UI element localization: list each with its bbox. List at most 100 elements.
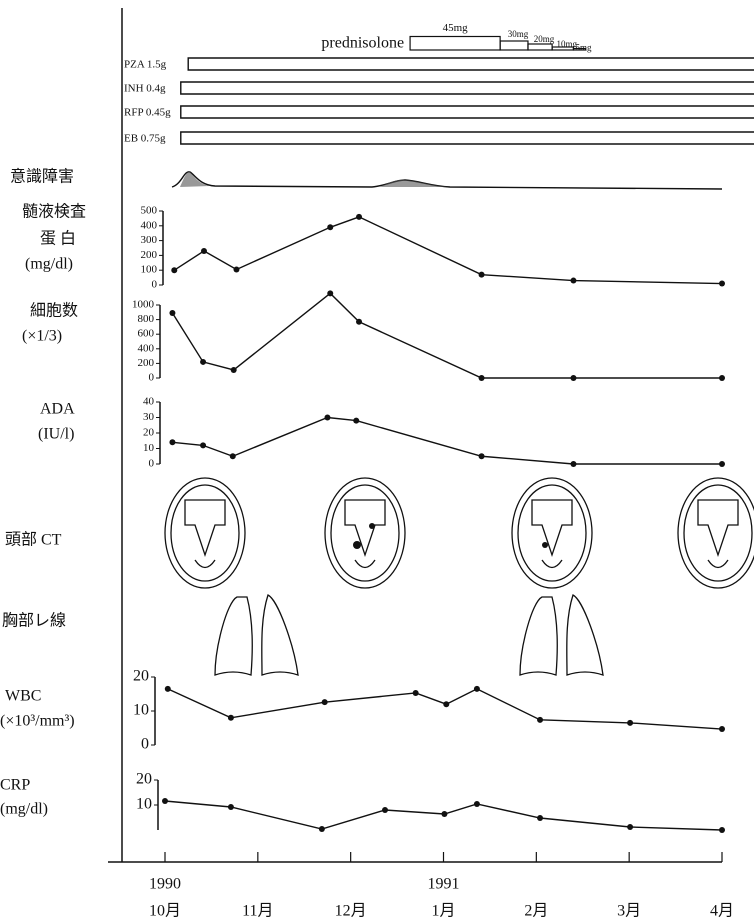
x-tick-label: 12月: [335, 903, 367, 920]
y-tick-label: 200: [141, 249, 158, 261]
drug-label: EB 0.75g: [124, 133, 166, 145]
y-tick-label: 800: [138, 313, 155, 325]
y-tick-label: 400: [141, 219, 158, 231]
dose-label: 20mg: [534, 34, 555, 44]
data-point: [479, 453, 485, 459]
head-ct-icon: [678, 478, 754, 588]
drug-label: INH 0.4g: [124, 83, 166, 95]
data-point: [327, 290, 333, 296]
chest-xray-icon: [520, 595, 603, 675]
row-label: (×1/3): [22, 328, 62, 345]
data-point: [537, 717, 543, 723]
data-point: [162, 798, 168, 804]
row-label: CRP: [0, 777, 30, 794]
head-ct-icon: [325, 478, 405, 588]
x-tick-label: 10月: [149, 903, 181, 920]
drug-label: RFP 0.45g: [124, 107, 171, 119]
data-point: [228, 804, 234, 810]
drug-bar: [188, 58, 754, 70]
row-label: (mg/dl): [25, 256, 73, 273]
row-label: 細胞数: [30, 302, 78, 320]
data-line: [172, 293, 722, 378]
y-tick-label: 20: [133, 668, 149, 685]
data-point: [441, 811, 447, 817]
data-point: [201, 248, 207, 254]
y-tick-label: 10: [136, 796, 152, 813]
y-tick-label: 10: [133, 702, 149, 719]
y-tick-label: 0: [149, 372, 155, 384]
data-point: [382, 807, 388, 813]
row-label: (×10³/mm³): [0, 713, 75, 730]
y-tick-label: 0: [149, 458, 155, 470]
data-point: [230, 453, 236, 459]
data-point: [228, 715, 234, 721]
dose-step: [500, 41, 528, 50]
data-point: [356, 214, 362, 220]
drug-label: prednisolone: [321, 35, 404, 52]
data-point: [474, 686, 480, 692]
drug-bar: [181, 132, 754, 144]
data-point: [413, 690, 419, 696]
y-tick-label: 0: [152, 279, 158, 291]
data-point: [165, 686, 171, 692]
y-tick-label: 20: [136, 771, 152, 788]
row-label: 頭部 CT: [5, 531, 62, 549]
data-point: [719, 827, 725, 833]
data-point: [319, 826, 325, 832]
x-tick-label: 3月: [617, 903, 641, 920]
row-label: WBC: [5, 688, 41, 705]
y-tick-label: 500: [141, 205, 158, 217]
data-point: [627, 824, 633, 830]
y-tick-label: 20: [143, 427, 155, 439]
data-point: [169, 310, 175, 316]
data-point: [719, 281, 725, 287]
data-point: [200, 359, 206, 365]
data-point: [479, 272, 485, 278]
dose-label: 10mg: [557, 39, 578, 49]
year-label: 1991: [428, 876, 460, 893]
drug-label: PZA 1.5g: [124, 59, 167, 71]
dose-step: [528, 44, 552, 50]
data-point: [719, 726, 725, 732]
y-tick-label: 300: [141, 234, 158, 246]
data-point: [171, 267, 177, 273]
data-point: [443, 701, 449, 707]
dose-label: 30mg: [508, 29, 529, 39]
data-point: [537, 815, 543, 821]
dose-label: 5mg: [575, 43, 592, 53]
dose-step: [410, 37, 500, 51]
y-tick-label: 10: [143, 442, 155, 454]
y-tick-label: 200: [138, 357, 155, 369]
row-label: 髄液検査: [22, 203, 86, 221]
data-point: [353, 418, 359, 424]
data-point: [327, 224, 333, 230]
data-point: [356, 319, 362, 325]
data-point: [719, 461, 725, 467]
row-label: 蛋 白: [40, 230, 76, 248]
data-line: [172, 418, 722, 465]
drug-bar: [181, 82, 754, 94]
row-label: (IU/l): [38, 426, 74, 443]
data-point: [570, 278, 576, 284]
data-point: [233, 266, 239, 272]
row-label: (mg/dl): [0, 801, 48, 818]
head-ct-icon: [512, 478, 592, 588]
data-point: [479, 375, 485, 381]
data-point: [570, 461, 576, 467]
y-tick-label: 40: [143, 396, 155, 408]
data-point: [474, 801, 480, 807]
year-label: 1990: [149, 876, 181, 893]
y-tick-label: 30: [143, 411, 155, 423]
dose-label: 45mg: [443, 22, 469, 34]
x-tick-label: 1月: [431, 903, 455, 920]
x-tick-label: 2月: [524, 903, 548, 920]
head-ct-icon: [165, 478, 245, 588]
data-point: [570, 375, 576, 381]
data-line: [168, 689, 722, 729]
data-point: [322, 699, 328, 705]
row-label: 意識障害: [10, 167, 74, 186]
data-point: [324, 415, 330, 421]
chest-xray-icon: [215, 595, 298, 675]
figure: 意識障害 頭部 CT 胸部レ線 10月11月12月1月2月3月4月1990199…: [0, 0, 754, 924]
y-tick-label: 100: [141, 264, 158, 276]
